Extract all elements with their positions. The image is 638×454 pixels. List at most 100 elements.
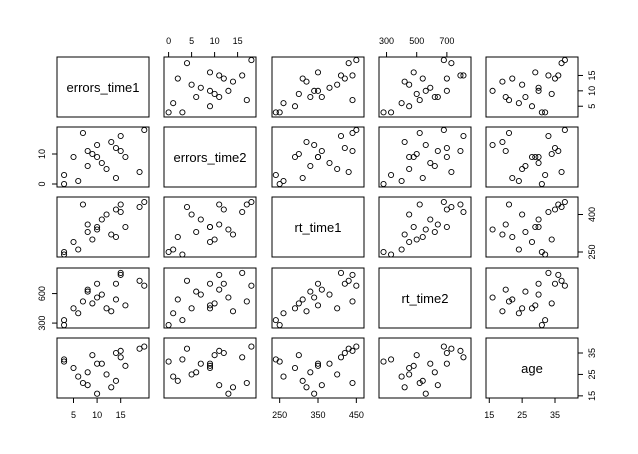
panel-errors_time1-vs-errors_time2 (163, 56, 257, 118)
panel-errors_time2-vs-errors_time1 (56, 126, 150, 188)
scatter-point (94, 223, 101, 231)
scatter-point (94, 390, 101, 397)
scatter-point (406, 81, 413, 88)
scatter-point (291, 305, 299, 312)
scatter-point (489, 87, 496, 94)
scatter-point (179, 317, 186, 324)
scatter-point (276, 321, 283, 329)
scatter-point (434, 221, 441, 228)
tick-label: 0 (37, 181, 47, 186)
scatter-point (307, 369, 314, 376)
panel-frame (378, 196, 472, 258)
scatter-point (561, 198, 568, 206)
scatter-point (94, 280, 101, 287)
scatter-point (248, 282, 255, 289)
panel-frame (378, 126, 472, 188)
scatter-point (499, 231, 506, 238)
scatter-point (311, 87, 318, 94)
scatter-point (528, 238, 536, 246)
panel-frame (271, 126, 365, 188)
scatter-point (519, 305, 526, 312)
scatter-point (206, 362, 214, 369)
scatter-point (206, 238, 214, 246)
scatter-point (535, 159, 542, 167)
scatter-point (295, 90, 302, 97)
scatter-point (542, 171, 549, 179)
scatter-point (220, 280, 227, 287)
scatter-point (419, 233, 426, 241)
scatter-point (502, 147, 509, 155)
panel-frame (378, 337, 472, 399)
scatter-point (291, 103, 299, 110)
scatter-point (448, 168, 455, 176)
scatter-point (174, 75, 181, 82)
scatter-point (216, 72, 223, 79)
scatter-point (337, 269, 345, 276)
scatter-point (314, 87, 322, 94)
scatter-point (416, 201, 423, 208)
scatter-point (422, 87, 429, 94)
scatter-point (84, 221, 91, 228)
scatter-point (349, 147, 356, 155)
scatter-point (380, 248, 387, 256)
scatter-point (112, 144, 120, 152)
scatter-point (398, 100, 405, 107)
scatter-point (225, 390, 232, 397)
scatter-point (353, 126, 360, 134)
scatter-point (334, 81, 341, 88)
scatter-point (460, 354, 467, 361)
scatter-point (334, 305, 341, 312)
scatter-point (551, 280, 559, 287)
scatter-point (311, 294, 318, 301)
scatter-point (239, 354, 246, 361)
scatter-point (509, 296, 516, 303)
scatter-point (542, 317, 549, 324)
scatter-point (211, 90, 218, 97)
scatter-point (122, 223, 129, 231)
tick-label: 25 (517, 410, 527, 420)
scatter-point (216, 93, 223, 101)
scatter-point (216, 221, 223, 228)
scatter-point (505, 201, 513, 208)
scatter-point (197, 360, 204, 367)
tick-label: 10 (37, 149, 47, 159)
panel-age-vs-age: age (485, 337, 579, 399)
scatter-point (538, 180, 545, 188)
scatter-point (299, 377, 306, 384)
scatter-point (538, 109, 545, 116)
scatter-point (422, 226, 429, 233)
scatter-point (248, 343, 255, 350)
scatter-point (431, 369, 438, 376)
scatter-point (440, 198, 447, 206)
scatter-point (443, 144, 450, 152)
scatter-point (229, 384, 237, 391)
scatter-point (535, 291, 542, 298)
scatter-point (103, 165, 110, 173)
panel-frame (485, 126, 579, 188)
scatter-point (112, 233, 120, 241)
scatter-point (349, 97, 356, 104)
panel-frame (163, 337, 257, 399)
scatter-point (170, 373, 177, 380)
scatter-point (522, 228, 529, 236)
scatter-point (443, 206, 450, 213)
scatter-point (522, 288, 529, 295)
scatter-point (413, 150, 420, 158)
scatter-point (380, 180, 387, 188)
scatter-point (545, 132, 552, 140)
scatter-point (193, 288, 200, 295)
scatter-point (94, 360, 101, 367)
scatter-point (61, 358, 68, 365)
scatter-point (413, 90, 420, 97)
scatter-point (314, 360, 322, 367)
scatter-point (528, 153, 536, 161)
scatter-point (349, 129, 356, 137)
scatter-point (337, 132, 345, 140)
scatter-point (434, 147, 441, 155)
scatter-point (401, 384, 408, 391)
scatter-point (243, 97, 250, 104)
tick-label: 10 (210, 36, 220, 46)
scatter-point (551, 144, 559, 152)
scatter-point (406, 238, 413, 246)
